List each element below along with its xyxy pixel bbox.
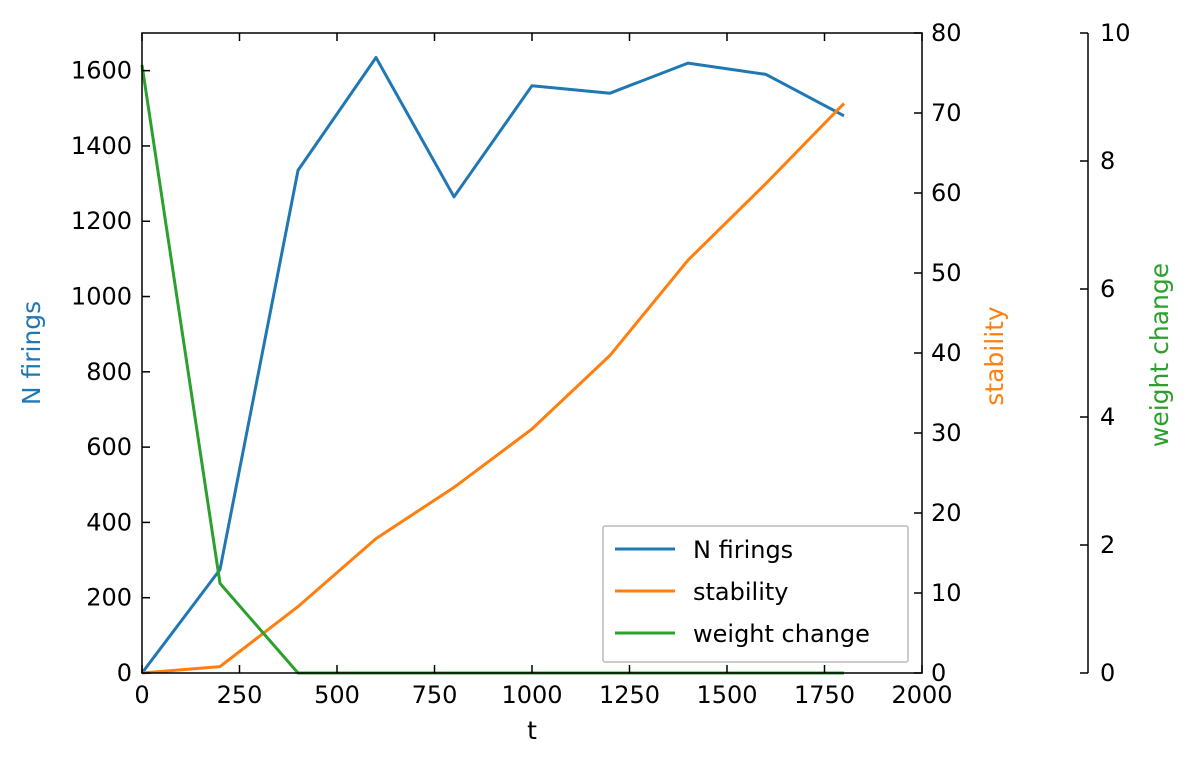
right2-tick-label: 4 — [1100, 403, 1115, 431]
left-tick-label: 0 — [117, 659, 132, 687]
right1-tick-label: 10 — [931, 579, 962, 607]
axes: 0 250 500 750 1000 1250 1500 1750 2000t020040060… — [17, 19, 1174, 745]
x-tick-label: 1750 — [794, 681, 855, 709]
left-tick-label: 800 — [86, 358, 132, 386]
x-tick-label: 1000 — [501, 681, 562, 709]
right1-axis-label: stability — [980, 306, 1009, 406]
right2-tick-label: 6 — [1100, 275, 1115, 303]
x-axis-label: t — [527, 716, 537, 745]
right1-tick-label: 20 — [931, 499, 962, 527]
right1-tick-label: 30 — [931, 419, 962, 447]
x-tick-label: 1250 — [599, 681, 660, 709]
left-tick-label: 400 — [86, 508, 132, 536]
legend-box — [602, 525, 909, 663]
left-tick-label: 1400 — [71, 132, 132, 160]
right1-tick-label: 0 — [931, 659, 946, 687]
x-tick-label: 250 — [217, 681, 263, 709]
x-tick-label: 2000 — [891, 681, 952, 709]
legend-label: N firings — [693, 536, 793, 564]
legend: N firings stability weight change — [602, 525, 909, 663]
x-tick-label: 0 — [134, 681, 149, 709]
left-tick-label: 1000 — [71, 283, 132, 311]
series-line-n-firings — [140, 56, 845, 674]
right1-tick-label: 50 — [931, 259, 962, 287]
right1-tick-label: 40 — [931, 339, 962, 367]
x-tick-label: 500 — [314, 681, 360, 709]
left-tick-label: 1200 — [71, 207, 132, 235]
legend-label: weight change — [693, 620, 870, 648]
right1-tick-label: 60 — [931, 179, 962, 207]
left-tick-label: 600 — [86, 433, 132, 461]
right2-tick-label: 2 — [1100, 531, 1115, 559]
left-tick-label: 1600 — [71, 57, 132, 85]
legend-label: stability — [693, 578, 788, 606]
right1-tick-label: 70 — [931, 99, 962, 127]
right2-axis-label: weight change — [1145, 263, 1174, 447]
x-tick-label: 750 — [412, 681, 458, 709]
series-line-stability — [141, 102, 846, 675]
right1-tick-label: 80 — [931, 19, 962, 47]
right2-tick-label: 8 — [1100, 147, 1115, 175]
left-tick-label: 200 — [86, 584, 132, 612]
right2-tick-label: 0 — [1100, 659, 1115, 687]
right2-tick-label: 10 — [1100, 19, 1131, 47]
x-tick-label: 1500 — [696, 681, 757, 709]
left-axis-label: N firings — [17, 301, 46, 405]
